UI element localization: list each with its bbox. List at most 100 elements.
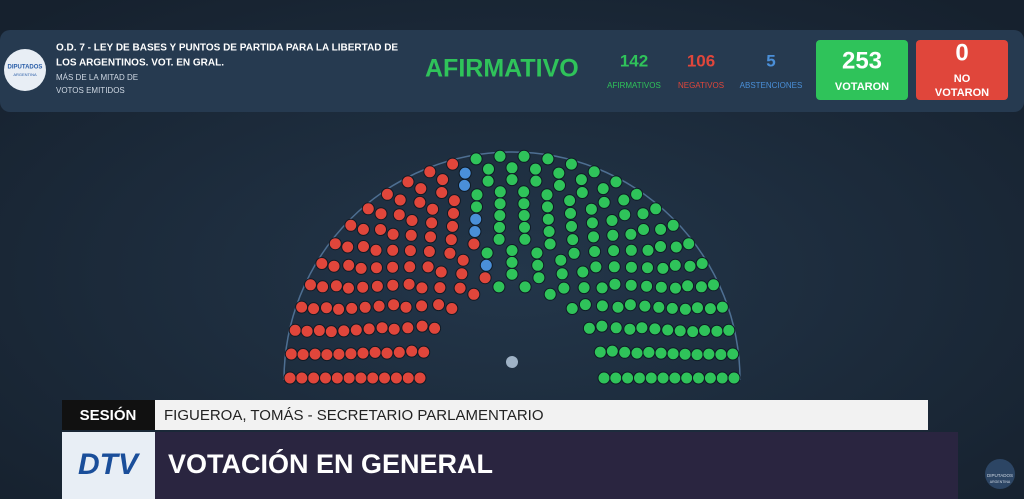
seat <box>623 322 637 336</box>
not-voted-label: VOTARON <box>935 87 989 99</box>
seat <box>435 186 449 199</box>
voted-label: VOTARON <box>835 81 889 93</box>
seat <box>582 321 596 335</box>
seat <box>413 371 427 385</box>
seat <box>587 165 601 179</box>
corner-logo-text: DIPUTADOS <box>987 473 1013 478</box>
seat <box>446 219 459 233</box>
seat <box>319 371 332 385</box>
seat <box>609 321 623 335</box>
seat-group <box>283 157 492 385</box>
header-bar <box>0 30 1024 112</box>
seat <box>682 237 696 251</box>
seat <box>386 260 400 274</box>
seat <box>505 244 519 257</box>
voted-box <box>816 40 908 100</box>
seat <box>654 222 668 236</box>
seat <box>342 281 355 295</box>
seat <box>354 371 368 385</box>
seat <box>478 271 492 285</box>
seat <box>458 178 471 192</box>
seat <box>605 344 619 358</box>
seat <box>469 212 483 226</box>
speaker: FIGUEROA, TOMÁS - SECRETARIO PARLAMENTAR… <box>164 407 544 424</box>
seat <box>361 202 375 216</box>
seat <box>366 371 380 385</box>
seat <box>656 261 670 275</box>
seat <box>541 200 554 214</box>
seat <box>541 212 555 226</box>
seat <box>393 193 407 207</box>
seat <box>543 287 557 301</box>
seat <box>557 281 571 295</box>
hemicycle-outline <box>283 151 741 381</box>
seat <box>341 240 355 254</box>
logo <box>4 49 46 91</box>
seat <box>372 299 386 313</box>
seat <box>308 347 322 361</box>
seat <box>316 280 330 294</box>
seat <box>635 321 649 335</box>
seat-group <box>458 166 493 272</box>
seat <box>417 345 431 359</box>
seat <box>530 246 544 260</box>
seat <box>357 240 370 253</box>
seat <box>585 216 599 230</box>
seat <box>630 346 644 360</box>
title-line: O.D. 7 - LEY DE BASES Y PUNTOS DE PARTID… <box>56 43 398 54</box>
seat <box>529 174 543 188</box>
seat <box>567 246 581 260</box>
seat <box>401 371 415 385</box>
seat <box>426 202 440 216</box>
seat <box>428 321 442 335</box>
seat <box>637 223 650 236</box>
seat <box>588 245 602 258</box>
seat <box>386 227 400 241</box>
seat <box>597 195 611 209</box>
seat <box>470 200 483 214</box>
seat <box>595 299 609 313</box>
seat <box>505 267 519 281</box>
seat <box>368 345 382 359</box>
seat <box>517 185 531 199</box>
count-label: AFIRMATIVOS <box>607 81 661 90</box>
seat <box>574 173 588 187</box>
not-voted-box <box>916 40 1008 100</box>
seat <box>595 319 609 333</box>
seat <box>680 371 694 385</box>
seat <box>505 173 519 187</box>
seat <box>458 166 472 180</box>
title-line: LOS ARGENTINOS. VOT. EN GRAL. <box>56 58 224 69</box>
seat <box>413 195 427 209</box>
seat <box>415 281 429 295</box>
seat <box>380 346 394 360</box>
seat <box>307 302 321 316</box>
seat <box>607 244 621 258</box>
seat <box>636 207 650 221</box>
seat <box>356 346 370 360</box>
seat <box>320 301 333 315</box>
seat <box>492 280 506 294</box>
seat <box>714 348 728 361</box>
seat <box>401 175 415 189</box>
seat <box>467 287 481 301</box>
seat <box>564 206 577 220</box>
seat <box>455 267 469 281</box>
seat <box>648 322 662 336</box>
seat <box>392 345 406 359</box>
seat <box>624 278 638 292</box>
seat <box>505 161 519 175</box>
seat <box>380 187 394 201</box>
president-seat <box>506 356 518 368</box>
seat <box>493 149 507 163</box>
seat <box>443 246 457 260</box>
not-voted-value: 0 <box>955 39 968 66</box>
seat <box>554 253 568 267</box>
seat <box>432 298 446 312</box>
seat <box>447 194 461 208</box>
logo-sub: ARGENTINA <box>13 72 37 77</box>
seat <box>703 371 717 385</box>
seat <box>283 371 297 385</box>
seat <box>425 216 439 230</box>
seat <box>479 258 493 272</box>
